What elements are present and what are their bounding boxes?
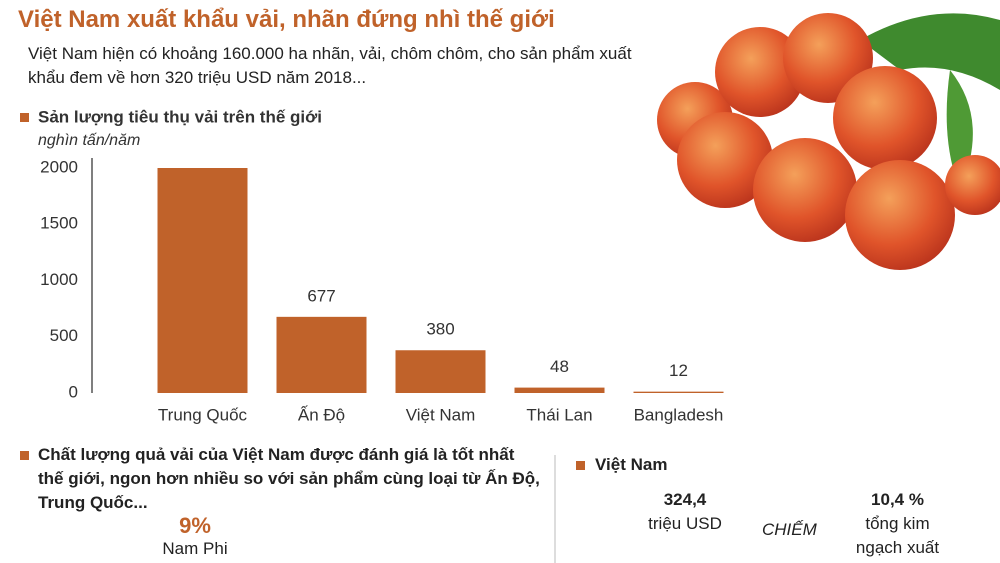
bar (514, 387, 605, 393)
y-tick-label: 2000 (40, 157, 78, 176)
bar (276, 316, 367, 393)
share: 9% (179, 513, 211, 538)
vietnam-title-row: Việt Nam (576, 455, 667, 475)
x-tick-label: Ấn Độ (298, 405, 345, 424)
vietnam-title: Việt Nam (595, 455, 668, 474)
vietnam-share-label: tổng kim (865, 514, 930, 533)
value-label: 48 (550, 357, 569, 376)
vietnam-share: 10,4 % (871, 490, 924, 509)
y-tick-label: 1000 (40, 270, 78, 289)
y-tick-label: 500 (50, 326, 78, 345)
quality-note: Chất lượng quả vải của Việt Nam được đán… (20, 443, 540, 515)
bar (157, 168, 248, 393)
vietnam-value: 324,4 (663, 490, 707, 509)
quality-text: Chất lượng quả vải của Việt Nam được đán… (38, 445, 540, 512)
lychee-illustration (657, 13, 1000, 270)
x-tick-label: Bangladesh (634, 405, 724, 424)
y-tick-label: 1500 (40, 214, 78, 233)
y-axis-label: nghìn tấn/năm (38, 132, 140, 149)
value-label: 380 (426, 320, 454, 339)
subtitle: Việt Nam hiện có khoảng 160.000 ha nhãn,… (28, 44, 632, 87)
bar (395, 350, 486, 393)
bullet (20, 113, 29, 122)
x-tick-label: Việt Nam (406, 405, 476, 424)
y-tick-label: 0 (69, 382, 78, 401)
x-tick-label: Trung Quốc (158, 405, 248, 424)
bar (633, 391, 724, 393)
share-label: Nam Phi (162, 539, 228, 558)
connector: CHIẾM (762, 520, 817, 539)
value-label: 677 (307, 286, 335, 305)
vietnam-unit: triệu USD (648, 514, 722, 533)
chart-title: Sản lượng tiêu thụ vải trên thế giới (38, 107, 322, 126)
vietnam-share-label: ngạch xuất (855, 538, 940, 557)
title: Việt Nam xuất khẩu vải, nhãn đứng nhì th… (18, 6, 555, 33)
value-label: 12 (669, 361, 688, 380)
x-tick-label: Thái Lan (526, 405, 592, 424)
